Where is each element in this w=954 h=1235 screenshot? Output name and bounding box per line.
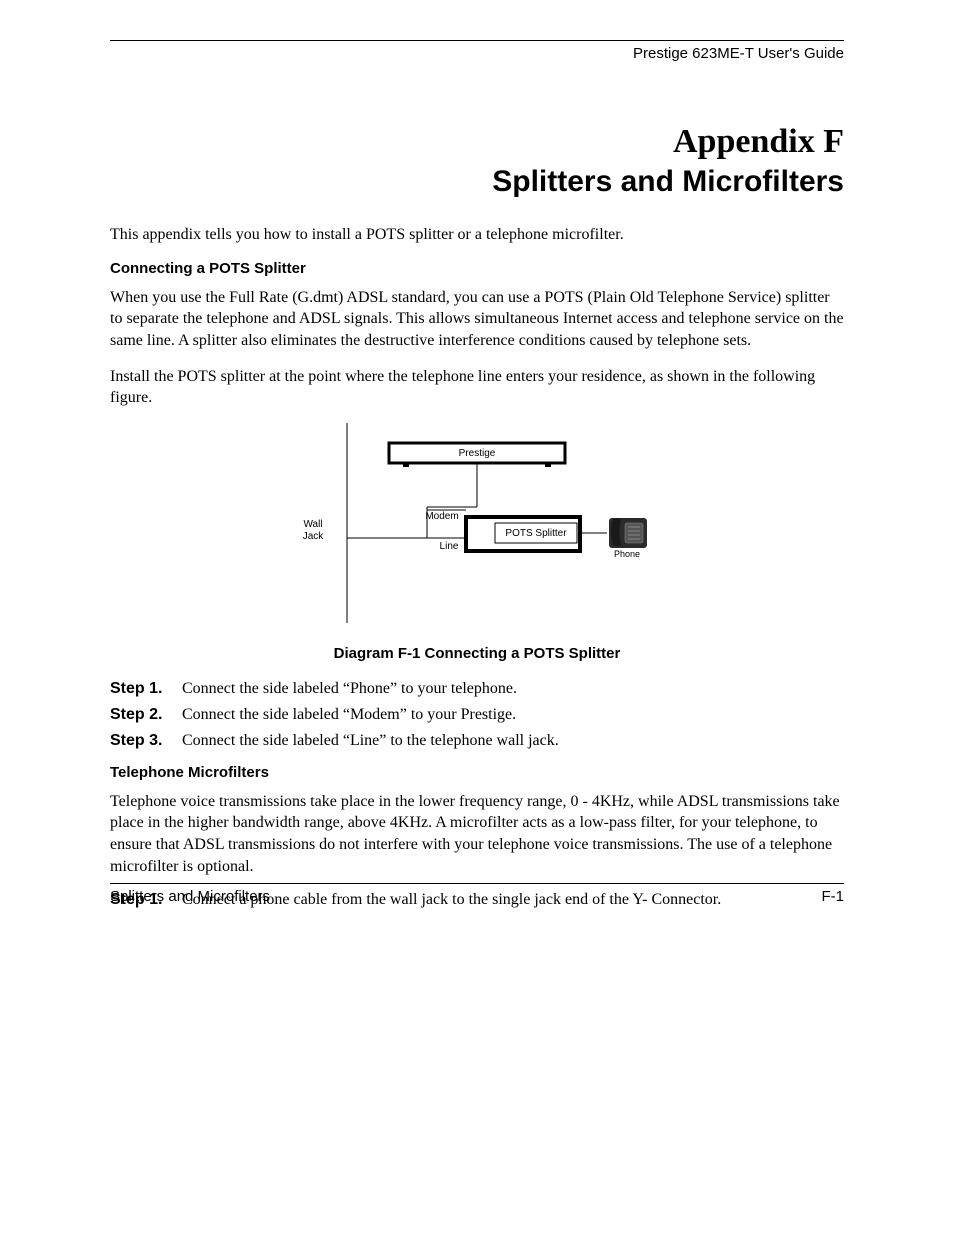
appendix-title: Appendix F Splitters and Microfilters <box>110 122 844 200</box>
diagram-figure: Wall Jack Prestige POTS Splitter Line <box>110 423 844 662</box>
intro-paragraph: This appendix tells you how to install a… <box>110 224 844 246</box>
title-line-1: Appendix F <box>110 122 844 163</box>
label-line: Line <box>440 541 459 552</box>
phone-icon <box>609 518 647 548</box>
label-wall: Wall <box>303 519 322 530</box>
step-label: Step 1. <box>110 680 182 698</box>
header-guide-title: Prestige 623ME-T User's Guide <box>110 45 844 62</box>
label-splitter: POTS Splitter <box>505 528 567 539</box>
step-label: Step 3. <box>110 732 182 750</box>
step-text: Connect the side labeled “Modem” to your… <box>182 706 844 724</box>
step-text: Connect the side labeled “Line” to the t… <box>182 732 844 750</box>
page-footer: Splitters and Microfilters F-1 <box>110 883 844 905</box>
label-prestige: Prestige <box>459 448 496 459</box>
step-text: Connect the side labeled “Phone” to your… <box>182 680 844 698</box>
pots-splitter-diagram: Wall Jack Prestige POTS Splitter Line <box>277 423 677 623</box>
footer-right: F-1 <box>822 888 845 905</box>
pots-paragraph-1: When you use the Full Rate (G.dmt) ADSL … <box>110 287 844 352</box>
section-heading-pots: Connecting a POTS Splitter <box>110 260 844 277</box>
footer-left: Splitters and Microfilters <box>110 888 270 905</box>
pots-paragraph-2: Install the POTS splitter at the point w… <box>110 366 844 409</box>
label-jack: Jack <box>303 531 325 542</box>
step-row: Step 1. Connect the side labeled “Phone”… <box>110 680 844 698</box>
label-phone: Phone <box>614 549 640 559</box>
microfilters-paragraph: Telephone voice transmissions take place… <box>110 791 844 877</box>
step-row: Step 2. Connect the side labeled “Modem”… <box>110 706 844 724</box>
title-line-2: Splitters and Microfilters <box>110 163 844 201</box>
label-modem: Modem <box>425 511 458 522</box>
step-label: Step 2. <box>110 706 182 724</box>
document-page: Prestige 623ME-T User's Guide Appendix F… <box>0 0 954 1235</box>
footer-rule <box>110 883 844 884</box>
diagram-caption: Diagram F-1 Connecting a POTS Splitter <box>110 645 844 662</box>
header-rule <box>110 40 844 41</box>
section-heading-microfilters: Telephone Microfilters <box>110 764 844 781</box>
step-row: Step 3. Connect the side labeled “Line” … <box>110 732 844 750</box>
